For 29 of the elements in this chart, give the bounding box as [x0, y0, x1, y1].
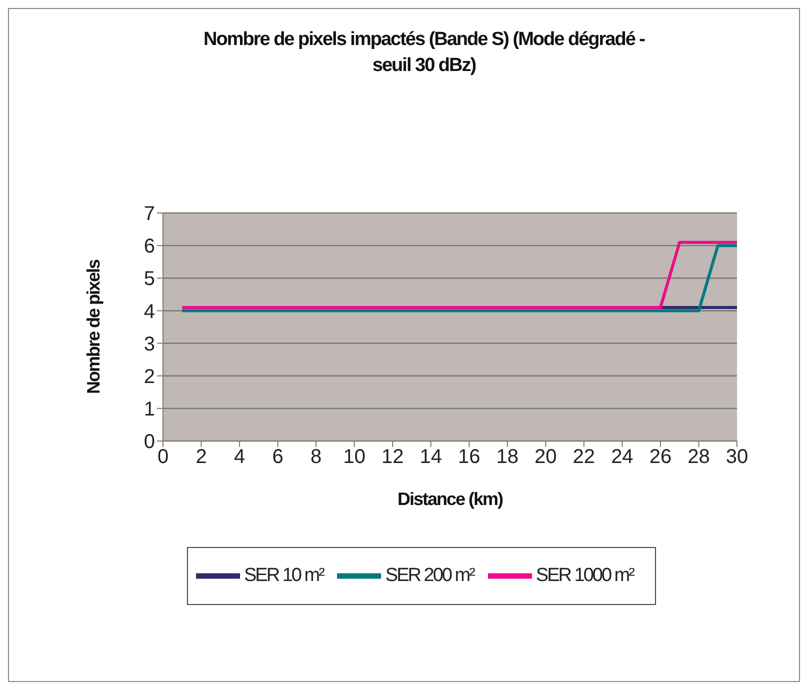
legend-label: SER 1000 m²	[536, 565, 634, 586]
x-tick-label: 14	[420, 446, 442, 468]
x-tick-label: 4	[234, 446, 246, 468]
x-tick-label: 20	[534, 446, 557, 468]
y-tick-label: 3	[144, 333, 155, 356]
legend-label: SER 10 m²	[244, 565, 324, 586]
y-tick-label: 5	[144, 268, 155, 290]
x-tick-label: 12	[381, 446, 404, 468]
x-tick-label: 16	[458, 446, 480, 468]
x-axis-title: Distance (km)	[397, 489, 504, 509]
x-tick-label: 10	[343, 446, 366, 468]
chart-title: Nombre de pixels impactés (Bande S) (Mode dégradé - seuil 30 dBz)	[202, 28, 646, 78]
x-tick-label: 24	[611, 446, 634, 468]
legend-label: SER 200 m²	[385, 565, 474, 586]
x-tick-label: 8	[310, 446, 322, 468]
y-tick-label: 1	[144, 398, 155, 421]
y-tick-label: 7	[144, 203, 155, 226]
x-tick-label: 26	[649, 446, 672, 468]
x-tick-label: 30	[726, 446, 748, 468]
x-tick-label: 6	[272, 446, 284, 468]
y-tick-label: 2	[144, 366, 155, 388]
x-tick-label: 28	[688, 446, 710, 468]
y-axis-title: Nombre de pixels	[83, 258, 104, 394]
y-tick-label: 0	[144, 431, 155, 454]
x-tick-label: 22	[572, 446, 596, 468]
x-tick-label: 18	[496, 446, 519, 468]
x-tick-label: 2	[196, 446, 207, 468]
y-tick-label: 4	[144, 300, 155, 323]
y-tick-label: 6	[144, 236, 155, 258]
